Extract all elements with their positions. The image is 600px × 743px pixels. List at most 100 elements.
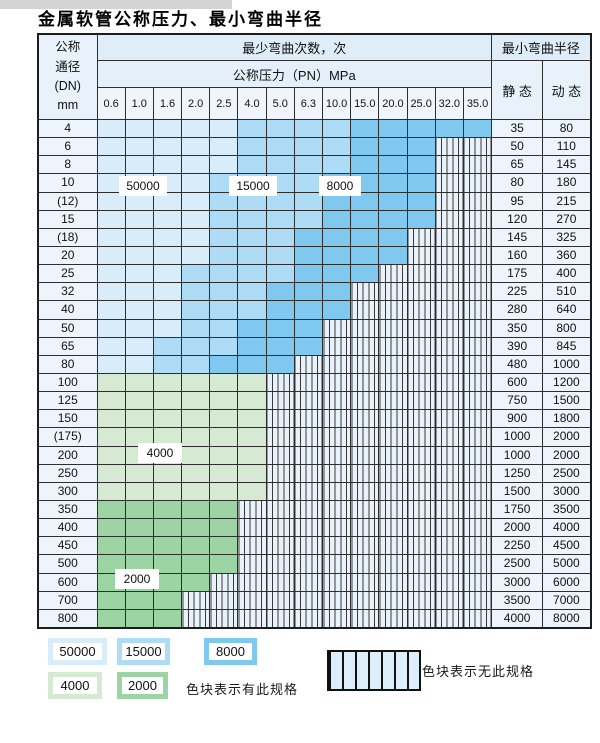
- cell-pressure: [265, 427, 295, 447]
- cell-pressure: [265, 608, 295, 629]
- cell-pressure: [124, 282, 154, 302]
- cell-static: 3500: [491, 590, 544, 610]
- cell-pressure: [152, 463, 183, 483]
- cell-pressure: [350, 191, 380, 211]
- cell-pressure: [181, 191, 211, 211]
- cell-pressure: [406, 191, 436, 211]
- cell-pressure: [406, 608, 436, 629]
- cell-pressure: [237, 372, 267, 393]
- cell-pressure: [209, 499, 239, 520]
- cell-pressure: [378, 499, 408, 520]
- cell-dynamic: 7000: [542, 590, 592, 610]
- legend-swatch-label: 4000: [53, 677, 97, 694]
- cell-pressure: [406, 409, 436, 429]
- cell-pressure: [434, 209, 464, 229]
- cell-pressure: [350, 137, 380, 157]
- cell-pressure: [237, 499, 267, 520]
- cell-pressure: [462, 554, 493, 574]
- header-dynamic: 动 态: [542, 60, 592, 120]
- cell-pressure: [96, 608, 126, 629]
- cell-dn: 450: [37, 536, 98, 556]
- cell-pressure: [434, 608, 464, 629]
- cell-static: 175: [491, 264, 544, 284]
- cell-pressure: [181, 245, 211, 266]
- cell-pressure: [462, 481, 493, 501]
- cell-pressure: [434, 264, 464, 284]
- cell-pressure: [152, 300, 183, 320]
- cell-pressure: [265, 409, 295, 429]
- legend-hatch-swatch: [327, 650, 421, 691]
- cell-pressure: [462, 336, 493, 356]
- cell-pressure: [293, 264, 324, 284]
- legend-swatch: 4000: [48, 672, 102, 699]
- cell-pressure: [434, 499, 464, 520]
- cell-pressure: [293, 554, 324, 574]
- cell-dn: (175): [37, 427, 98, 447]
- cell-pressure: [434, 227, 464, 247]
- header-pressure-value: 2.5: [209, 87, 239, 120]
- cell-static: 2250: [491, 536, 544, 556]
- cell-pressure: [434, 427, 464, 447]
- cell-pressure: [265, 499, 295, 520]
- cell-pressure: [321, 536, 352, 556]
- cell-pressure: [350, 445, 380, 465]
- cell-pressure: [152, 608, 183, 629]
- cell-pressure: [152, 318, 183, 338]
- cell-pressure: [434, 245, 464, 266]
- cell-pressure: [350, 481, 380, 501]
- cell-pressure: [378, 409, 408, 429]
- cell-pressure: [406, 499, 436, 520]
- cell-pressure: [209, 409, 239, 429]
- cell-pressure: [321, 445, 352, 465]
- cell-pressure: [181, 354, 211, 374]
- cell-dynamic: 145: [542, 155, 592, 175]
- cell-dn: 20: [37, 245, 98, 266]
- cell-dynamic: 1200: [542, 372, 592, 393]
- legend-swatch-label: 50000: [53, 643, 102, 660]
- cell-pressure: [462, 427, 493, 447]
- cell-pressure: [209, 590, 239, 610]
- cell-pressure: [293, 209, 324, 229]
- cell-pressure: [152, 118, 183, 139]
- cell-pressure: [406, 554, 436, 574]
- table-row: 15 120 270: [37, 209, 592, 229]
- cell-pressure: [378, 300, 408, 320]
- cell-pressure: [462, 536, 493, 556]
- table-row: (175) 1000 2000: [37, 427, 592, 447]
- header-bend-radius: 最小弯曲半径: [491, 33, 592, 61]
- cell-pressure: [462, 590, 493, 610]
- cell-pressure: [237, 409, 267, 429]
- cell-pressure: [124, 354, 154, 374]
- cell-pressure: [181, 590, 211, 610]
- cell-pressure: [434, 590, 464, 610]
- cell-pressure: [152, 245, 183, 266]
- cell-dynamic: 1500: [542, 391, 592, 411]
- cell-dn: (18): [37, 227, 98, 247]
- cell-pressure: [293, 590, 324, 610]
- cell-pressure: [209, 264, 239, 284]
- cell-pressure: [406, 245, 436, 266]
- cell-pressure: [321, 300, 352, 320]
- cell-static: 280: [491, 300, 544, 320]
- cell-pressure: [237, 155, 267, 175]
- cell-pressure: [96, 554, 126, 574]
- cell-pressure: [462, 372, 493, 393]
- cell-pressure: [152, 354, 183, 374]
- cell-pressure: [152, 427, 183, 447]
- cell-pressure: [237, 427, 267, 447]
- cell-pressure: [124, 227, 154, 247]
- cell-static: 2500: [491, 554, 544, 574]
- cell-pressure: [96, 264, 126, 284]
- cell-pressure: [293, 227, 324, 247]
- cell-static: 1000: [491, 427, 544, 447]
- cell-dn: 6: [37, 137, 98, 157]
- cell-pressure: [265, 372, 295, 393]
- spec-table: 公称 通径 (DN) mm 最少弯曲次数，次 最小弯曲半径 公称压力（PN）MPa 静 态动 …: [37, 33, 592, 629]
- cell-static: 390: [491, 336, 544, 356]
- cell-pressure: [96, 499, 126, 520]
- cell-dn: 125: [37, 391, 98, 411]
- cell-pressure: [237, 227, 267, 247]
- cell-pressure: [96, 409, 126, 429]
- cell-dn: 250: [37, 463, 98, 483]
- cell-dynamic: 4000: [542, 518, 592, 538]
